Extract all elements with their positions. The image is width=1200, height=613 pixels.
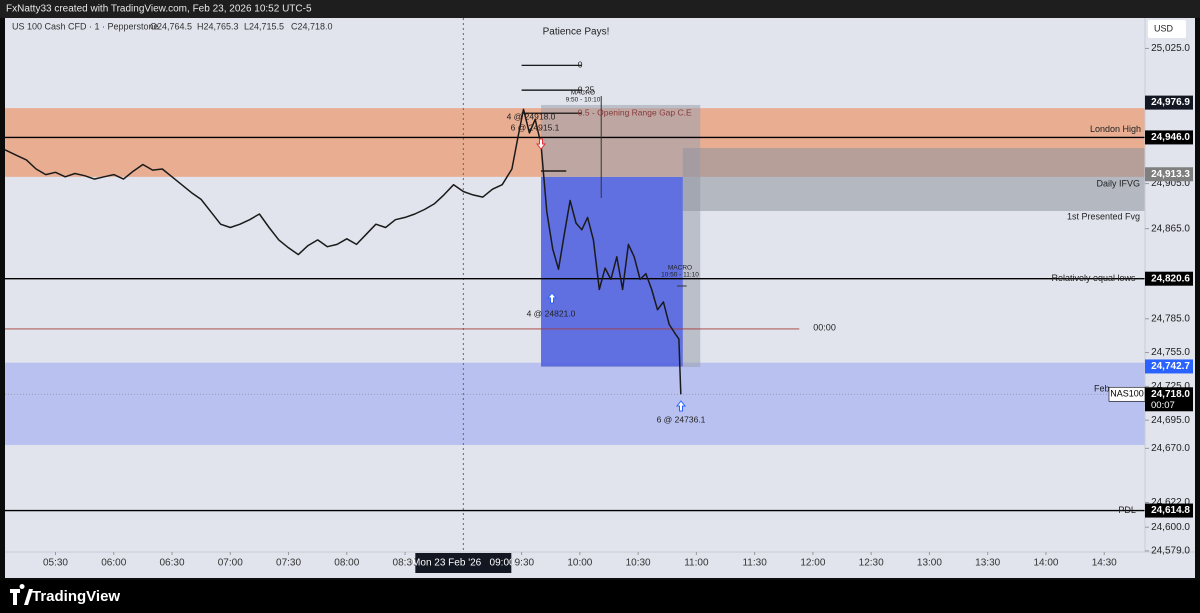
y-tick-label: 25,025.0 xyxy=(1151,43,1190,54)
x-tick-label: 11:30 xyxy=(742,558,767,569)
plot: London High Relatively equal lows - PDL - 0… xyxy=(4,18,1145,552)
fib-label: 0 xyxy=(578,60,583,70)
price-label-sub: 00:07 xyxy=(1151,400,1175,411)
y-tick-label: 24,600.0 xyxy=(1151,522,1190,533)
top-bar xyxy=(0,0,1200,18)
level-label: 00:00 xyxy=(813,322,836,332)
price-label: 24,718.0 xyxy=(1151,389,1190,400)
price-label-box xyxy=(1145,359,1193,374)
crosshair-box xyxy=(415,553,512,573)
price-label: 24,946.0 xyxy=(1151,132,1190,143)
trade-arrow xyxy=(535,138,547,150)
price-line xyxy=(4,108,682,395)
level-label: PDL - xyxy=(1118,505,1141,515)
annotation: Daily IFVG xyxy=(1096,178,1140,188)
header-title: FxNatty33 created with TradingView.com, … xyxy=(6,4,312,15)
price-label-box xyxy=(1145,503,1193,518)
x-tick-label: 07:00 xyxy=(218,558,243,569)
x-tick-label: 11:00 xyxy=(684,558,709,569)
y-tick-label: 24,725.0 xyxy=(1151,381,1190,392)
footer-bar xyxy=(0,580,1200,613)
x-tick-label: 06:30 xyxy=(160,558,185,569)
y-tick-label: 24,695.0 xyxy=(1151,415,1190,426)
level-label: London High xyxy=(1090,124,1141,134)
price-label: 24,820.6 xyxy=(1151,273,1190,284)
ohlc: O24,764.5 H24,765.3 L24,715.5 C24,718.0 xyxy=(150,21,333,31)
y-tick-label: 24,622.0 xyxy=(1151,497,1190,508)
annotation: MACRO xyxy=(668,265,692,272)
y-tick-label: 24,905.0 xyxy=(1151,178,1190,189)
currency: USD xyxy=(1154,23,1174,33)
annotation: MACRO xyxy=(571,90,595,97)
x-tick-label: 13:00 xyxy=(917,558,942,569)
y-tick-label: 24,865.0 xyxy=(1151,223,1190,234)
logo xyxy=(10,584,33,605)
fib-label: 0.25 xyxy=(578,84,595,94)
annotation: 6 @ 24736.1 xyxy=(657,414,706,424)
x-tick-label: 08:30 xyxy=(393,558,418,569)
annotation: 4 @ 24918.0 xyxy=(507,111,556,121)
zone xyxy=(682,148,1145,211)
price-axis xyxy=(1145,18,1195,578)
price-label-box xyxy=(1145,271,1193,286)
axes: 25,025.0 24,905.0 24,865.0 24,785.0 24,755.0… xyxy=(43,43,1193,573)
ohlc-value: O24,764.5 xyxy=(150,21,192,31)
price-label: 24,614.8 xyxy=(1151,505,1190,516)
y-tick-label: 24,579.0 xyxy=(1151,546,1190,557)
price-label: 24,976.9 xyxy=(1151,97,1190,108)
annotation: 1st Presented Fvg xyxy=(1067,211,1140,221)
annotation: Feb xyxy=(1094,383,1110,393)
currency-box xyxy=(1148,20,1186,38)
symbol: US 100 Cash CFD · 1 · Pepperstone xyxy=(12,21,159,31)
x-tick-label: 14:30 xyxy=(1092,558,1117,569)
x-tick-label: 07:30 xyxy=(276,558,301,569)
price-label: 24,913.3 xyxy=(1151,169,1190,180)
x-tick-label: 08:00 xyxy=(334,558,359,569)
symbol-tag-box xyxy=(1108,386,1146,402)
y-tick-label: 24,670.0 xyxy=(1151,443,1190,454)
annotation: 6 @ 24915.1 xyxy=(511,122,560,132)
price-label-box xyxy=(1145,95,1193,110)
zone xyxy=(541,176,683,367)
x-tick-label: 12:00 xyxy=(800,558,825,569)
x-tick-label: 05:30 xyxy=(43,558,68,569)
y-tick-label: 24,785.0 xyxy=(1151,313,1190,324)
ohlc-value: C24,718.0 xyxy=(291,21,333,31)
annotation: 9:50 - 10:10 xyxy=(566,97,601,104)
x-tick-label: 10:00 xyxy=(567,558,592,569)
annotation: 10:50 - 11:10 xyxy=(661,272,699,279)
ohlc-value: L24,715.5 xyxy=(244,21,284,31)
price-label-box xyxy=(1145,167,1193,182)
trade-arrow xyxy=(546,292,558,304)
x-tick-label: 14:00 xyxy=(1033,558,1058,569)
trade-arrow xyxy=(675,400,687,412)
x-tick-label: 06:00 xyxy=(101,558,126,569)
zone xyxy=(5,362,1145,445)
ohlc-value: H24,765.3 xyxy=(197,21,239,31)
crosshair-label: Mon 23 Feb '26 09:00 xyxy=(412,558,515,569)
brand: TradingView xyxy=(32,588,120,605)
price-label-box xyxy=(1145,130,1193,145)
x-tick-label: 12:30 xyxy=(859,558,884,569)
x-tick-label: 13:30 xyxy=(975,558,1000,569)
x-tick-label: 09:30 xyxy=(509,558,534,569)
x-tick-label: 10:30 xyxy=(626,558,651,569)
fib-label: 0.5 - Opening Range Gap C.E xyxy=(578,107,692,117)
symbol-tag: NAS100 xyxy=(1110,389,1144,399)
level-label: Relatively equal lows - xyxy=(1051,273,1141,283)
chart-title: Patience Pays! xyxy=(543,27,610,38)
price-label-box xyxy=(1145,387,1193,412)
annotation: 4 @ 24821.0 xyxy=(527,308,576,318)
y-tick-label: 24,755.0 xyxy=(1151,347,1190,358)
price-label: 24,742.7 xyxy=(1151,361,1190,372)
